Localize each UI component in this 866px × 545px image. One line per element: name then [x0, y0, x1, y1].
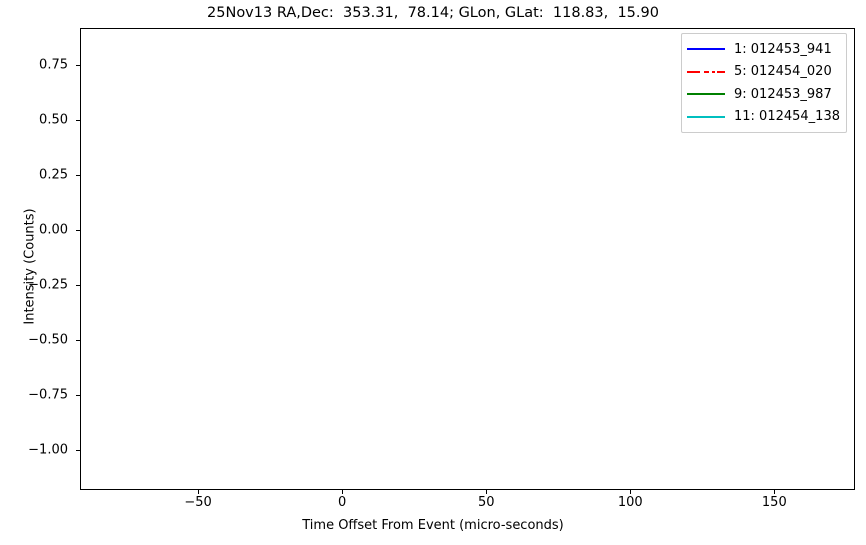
- x-tick-mark: [485, 490, 487, 494]
- x-tick-label: 50: [477, 495, 495, 510]
- x-tick-mark: [629, 490, 631, 494]
- legend-line-swatch: [687, 66, 725, 78]
- x-tick-label: −50: [184, 495, 212, 510]
- legend-item[interactable]: 1: 012453_941: [687, 38, 840, 61]
- legend-item[interactable]: 11: 012454_138: [687, 106, 840, 129]
- legend-label: 11: 012454_138: [734, 109, 840, 125]
- legend-item[interactable]: 9: 012453_987: [687, 83, 840, 106]
- legend-line-swatch: [687, 88, 725, 100]
- legend-label: 9: 012453_987: [734, 86, 832, 102]
- legend-label: 1: 012453_941: [734, 41, 832, 57]
- legend-label: 5: 012454_020: [734, 64, 832, 80]
- x-tick-label: 150: [761, 495, 787, 510]
- x-tick-label: 0: [338, 495, 347, 510]
- chart-title: 25Nov13 RA,Dec: 353.31, 78.14; GLon, GLa…: [207, 5, 659, 21]
- legend-line-swatch: [687, 111, 725, 123]
- legend[interactable]: 1: 012453_941 5: 012454_020 9: 012453_987 1…: [681, 33, 847, 133]
- x-tick-mark: [197, 490, 199, 494]
- y-tick-label: −1.00: [28, 442, 68, 458]
- y-tick-label: −0.75: [28, 387, 68, 403]
- legend-item[interactable]: 5: 012454_020: [687, 61, 840, 84]
- x-tick-mark: [341, 490, 343, 494]
- x-tick-label: 100: [617, 495, 643, 510]
- y-axis-label: Intensity (Counts): [22, 208, 38, 325]
- legend-line-swatch: [687, 43, 725, 55]
- y-tick-label: 0.75: [39, 57, 68, 73]
- y-tick-label: 0.50: [39, 112, 68, 128]
- x-axis-label: Time Offset From Event (micro-seconds): [302, 518, 564, 533]
- x-tick-mark: [773, 490, 775, 494]
